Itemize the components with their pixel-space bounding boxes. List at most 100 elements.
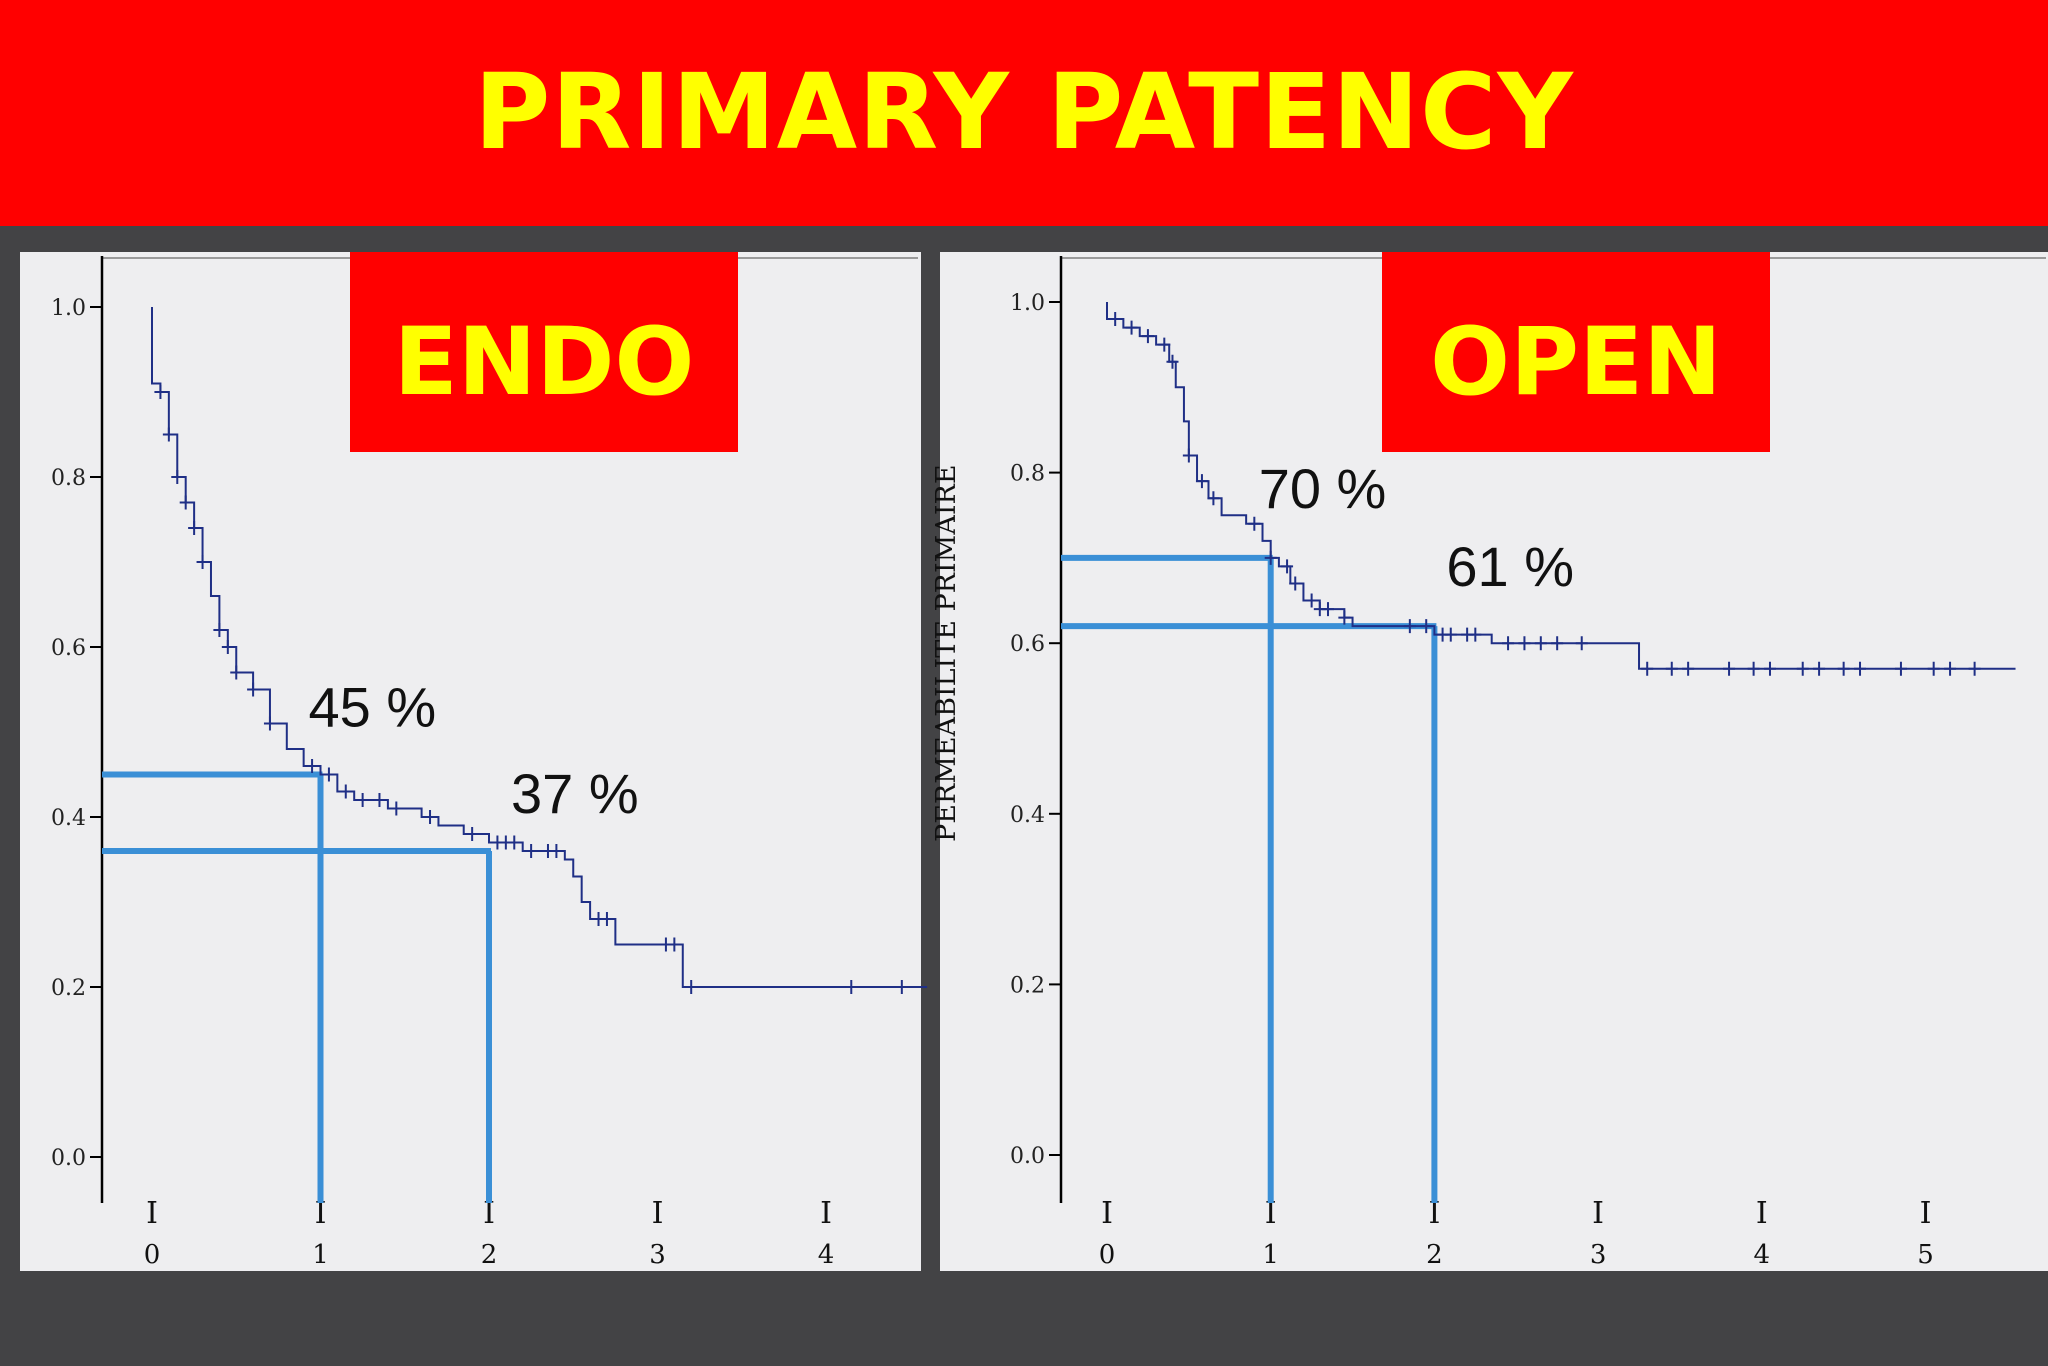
censor-mark-open (1682, 661, 1695, 676)
x-tick-mark-endo: I (146, 1196, 158, 1231)
censor-mark-open (1264, 550, 1277, 565)
censor-mark-endo (525, 844, 538, 858)
group-label-endo: ENDO (394, 308, 695, 417)
censor-mark-open (1518, 636, 1531, 651)
annotation-label-open: 70 % (1259, 457, 1387, 520)
banner-title: PRIMARY PATENCY (474, 51, 1574, 173)
censor-mark-endo (845, 980, 858, 994)
x-tick-mark-open: I (1756, 1196, 1768, 1231)
censor-mark-endo (188, 521, 201, 535)
censor-mark-open (1125, 320, 1138, 335)
censor-mark-open (1305, 593, 1318, 608)
censor-mark-endo (213, 623, 226, 637)
censor-mark-open (1403, 619, 1416, 634)
censor-mark-endo (600, 912, 613, 926)
annotation-label-open: 61 % (1446, 535, 1574, 598)
y-tick-label-open: 0.8 (1010, 462, 1045, 487)
censor-mark-open (1502, 636, 1515, 651)
x-tick-mark-open: I (1920, 1196, 1932, 1231)
censor-mark-open (1723, 661, 1736, 676)
survival-curve-open (1106, 302, 2016, 670)
x-tick-mark-endo: I (483, 1196, 495, 1231)
censor-mark-open (1444, 627, 1457, 642)
censor-mark-endo (550, 844, 563, 858)
censor-mark-open (1944, 661, 1957, 676)
censor-mark-endo (171, 470, 184, 484)
y-tick-label-endo: 0.6 (51, 636, 86, 661)
censor-mark-endo (895, 980, 908, 994)
censor-mark-open (1894, 661, 1907, 676)
x-tick-label-endo: 1 (312, 1240, 329, 1270)
censor-mark-endo (508, 835, 521, 850)
censor-mark-endo (154, 385, 167, 399)
group-label-box-endo (350, 252, 738, 452)
x-tick-mark-endo: I (652, 1196, 664, 1231)
censor-mark-open (1109, 312, 1122, 327)
censor-mark-open (1158, 337, 1171, 352)
banner: PRIMARY PATENCY (0, 0, 2048, 226)
x-tick-mark-open: I (1592, 1196, 1604, 1231)
censor-mark-open (1166, 354, 1179, 369)
censor-mark-endo (685, 980, 698, 994)
censor-mark-endo (373, 793, 386, 807)
censor-mark-open (1182, 448, 1195, 463)
censor-mark-endo (196, 555, 209, 569)
censor-mark-endo (322, 767, 335, 782)
censor-mark-open (1575, 636, 1588, 651)
censor-mark-open (1837, 661, 1850, 676)
group-label-open: OPEN (1430, 308, 1722, 417)
censor-mark-open (1968, 661, 1981, 676)
y-tick-label-endo: 0.8 (51, 466, 86, 491)
censor-mark-open (1665, 661, 1678, 676)
x-tick-label-open: 2 (1426, 1240, 1443, 1270)
censor-mark-open (1813, 661, 1826, 676)
x-tick-label-endo: 3 (649, 1240, 666, 1270)
survival-curve-endo (151, 307, 928, 988)
annotation-label-endo: 37 % (511, 762, 639, 825)
censor-mark-endo (424, 810, 437, 824)
x-tick-label-open: 5 (1917, 1240, 1934, 1270)
annotation-label-endo: 45 % (309, 676, 437, 739)
censor-mark-open (1469, 627, 1482, 642)
censor-mark-open (1534, 636, 1547, 651)
censor-mark-open (1854, 661, 1867, 676)
censor-mark-open (1338, 610, 1351, 625)
censor-mark-open (1927, 661, 1940, 676)
x-tick-label-open: 3 (1590, 1240, 1607, 1270)
y-tick-label-open: 0.4 (1010, 803, 1045, 828)
censor-mark-endo (162, 427, 175, 442)
censor-mark-endo (230, 665, 243, 680)
censor-mark-endo (247, 682, 260, 697)
x-tick-label-open: 0 (1099, 1240, 1116, 1270)
x-tick-label-open: 1 (1262, 1240, 1279, 1270)
censor-mark-endo (179, 495, 192, 510)
x-tick-label-endo: 0 (144, 1240, 161, 1270)
y-tick-label-endo: 1.0 (51, 296, 86, 321)
censor-mark-open (1141, 329, 1154, 344)
y-tick-label-open: 0.0 (1010, 1144, 1045, 1169)
censor-mark-open (1289, 576, 1302, 591)
censor-mark-endo (668, 937, 681, 952)
group-label-box-open (1382, 252, 1770, 452)
censor-mark-endo (221, 640, 234, 654)
censor-mark-open (1796, 661, 1809, 676)
censor-mark-endo (339, 784, 352, 799)
y-tick-label-open: 0.6 (1010, 632, 1045, 657)
censor-mark-endo (390, 801, 403, 816)
censor-mark-open (1747, 661, 1760, 676)
x-tick-mark-open: I (1265, 1196, 1277, 1231)
x-tick-label-endo: 2 (481, 1240, 498, 1270)
x-tick-label-endo: 4 (818, 1240, 835, 1270)
censor-mark-open (1551, 636, 1564, 651)
censor-mark-endo (306, 759, 319, 773)
censor-mark-open (1248, 516, 1261, 531)
censor-mark-open (1195, 474, 1208, 489)
censor-mark-endo (356, 793, 369, 807)
censor-mark-endo (263, 716, 276, 731)
y-tick-label-endo: 0.0 (51, 1146, 86, 1171)
y-axis-label-open: PERMEABILITE PRIMAIRE (931, 464, 962, 841)
censor-mark-open (1763, 661, 1776, 676)
x-tick-label-open: 4 (1754, 1240, 1771, 1270)
